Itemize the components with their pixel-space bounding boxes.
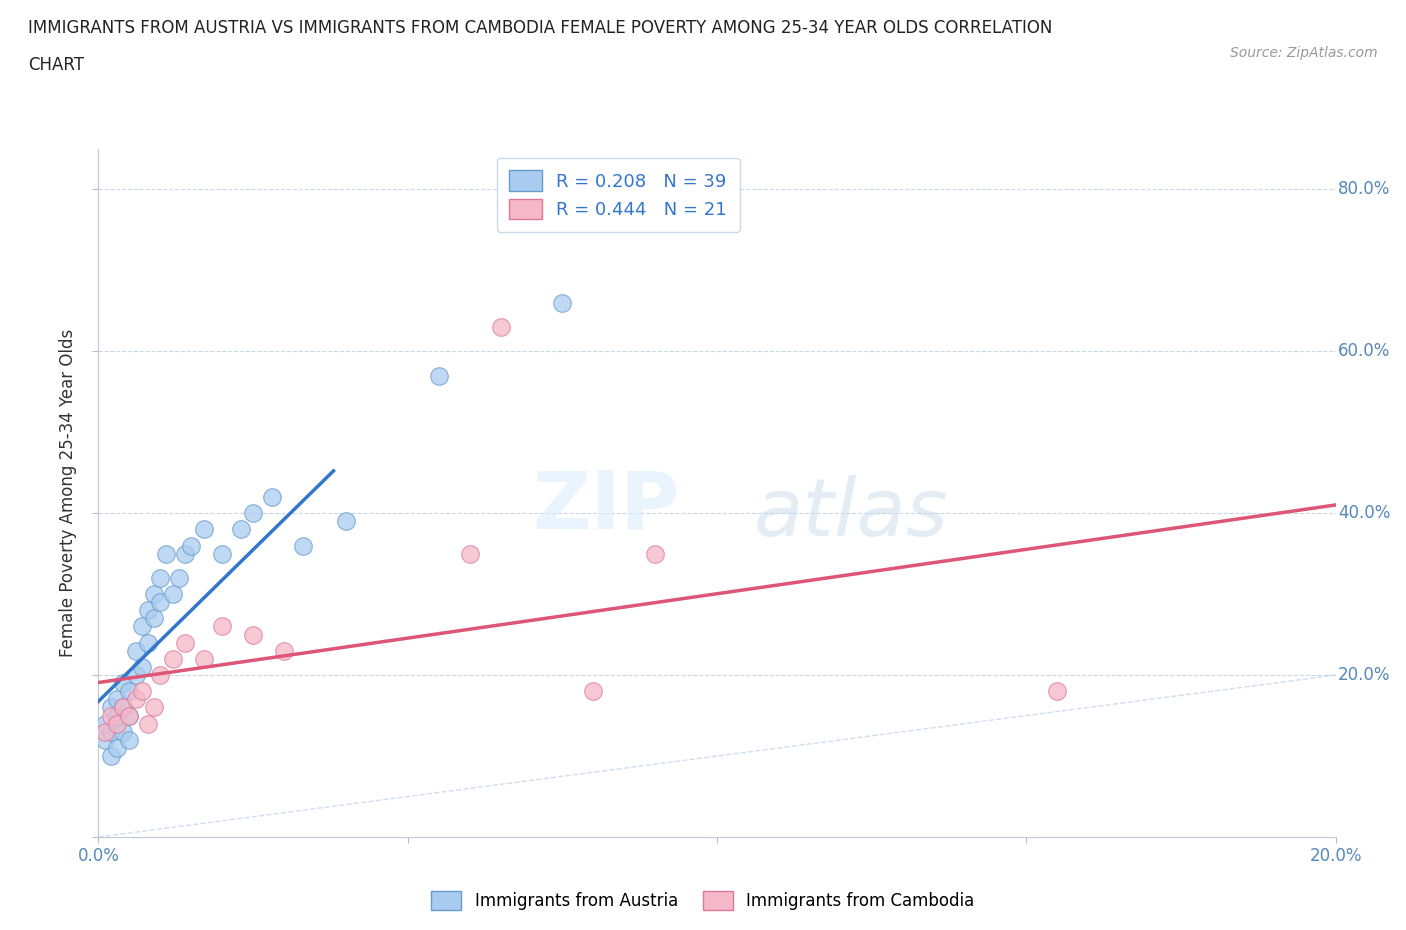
Point	[93, 724, 115, 739]
Point	[229, 522, 252, 537]
Point	[162, 587, 184, 602]
Point	[143, 700, 166, 715]
Point	[118, 684, 141, 698]
Point	[136, 603, 159, 618]
Point	[112, 700, 135, 715]
Point	[458, 546, 481, 561]
Point	[242, 627, 264, 642]
Point	[149, 595, 172, 610]
Point	[131, 659, 153, 674]
Text: ZIP: ZIP	[533, 468, 681, 546]
Legend: R = 0.208   N = 39, R = 0.444   N = 21: R = 0.208 N = 39, R = 0.444 N = 21	[496, 158, 740, 232]
Text: 60.0%: 60.0%	[1339, 342, 1391, 360]
Point	[149, 570, 172, 585]
Point	[105, 692, 128, 707]
Point	[242, 506, 264, 521]
Point	[211, 546, 233, 561]
Point	[193, 651, 215, 666]
Point	[112, 700, 135, 715]
Text: 80.0%: 80.0%	[1339, 180, 1391, 198]
Point	[143, 587, 166, 602]
Point	[335, 513, 357, 528]
Point	[291, 538, 314, 553]
Point	[143, 611, 166, 626]
Point	[105, 716, 128, 731]
Point	[124, 668, 146, 683]
Point	[180, 538, 202, 553]
Point	[118, 708, 141, 723]
Point	[260, 489, 283, 504]
Point	[174, 546, 197, 561]
Point	[551, 295, 574, 310]
Point	[105, 740, 128, 755]
Point	[100, 749, 122, 764]
Point	[427, 368, 450, 383]
Point	[112, 676, 135, 691]
Point	[644, 546, 666, 561]
Point	[149, 668, 172, 683]
Point	[1046, 684, 1069, 698]
Point	[93, 733, 115, 748]
Point	[489, 320, 512, 335]
Point	[112, 724, 135, 739]
Point	[211, 619, 233, 634]
Point	[582, 684, 605, 698]
Point	[131, 619, 153, 634]
Text: IMMIGRANTS FROM AUSTRIA VS IMMIGRANTS FROM CAMBODIA FEMALE POVERTY AMONG 25-34 Y: IMMIGRANTS FROM AUSTRIA VS IMMIGRANTS FR…	[28, 19, 1053, 36]
Point	[100, 708, 122, 723]
Y-axis label: Female Poverty Among 25-34 Year Olds: Female Poverty Among 25-34 Year Olds	[59, 329, 77, 657]
Point	[100, 724, 122, 739]
Point	[174, 635, 197, 650]
Point	[155, 546, 177, 561]
Text: Source: ZipAtlas.com: Source: ZipAtlas.com	[1230, 46, 1378, 60]
Text: 20.0%: 20.0%	[1339, 666, 1391, 684]
Point	[167, 570, 190, 585]
Text: CHART: CHART	[28, 56, 84, 73]
Text: atlas: atlas	[754, 474, 949, 552]
Point	[118, 733, 141, 748]
Text: 40.0%: 40.0%	[1339, 504, 1391, 522]
Point	[105, 716, 128, 731]
Point	[193, 522, 215, 537]
Point	[105, 708, 128, 723]
Point	[100, 700, 122, 715]
Point	[136, 716, 159, 731]
Point	[162, 651, 184, 666]
Point	[273, 644, 295, 658]
Legend: Immigrants from Austria, Immigrants from Cambodia: Immigrants from Austria, Immigrants from…	[425, 884, 981, 917]
Point	[136, 635, 159, 650]
Point	[124, 644, 146, 658]
Point	[124, 692, 146, 707]
Point	[131, 684, 153, 698]
Point	[93, 716, 115, 731]
Point	[118, 708, 141, 723]
